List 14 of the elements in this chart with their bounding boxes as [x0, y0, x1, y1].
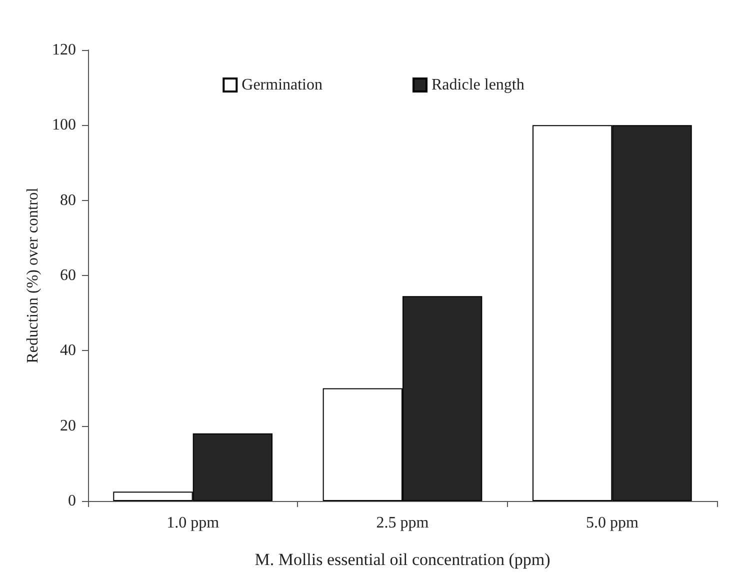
y-tick-label: 80	[60, 192, 76, 209]
y-axis-title: Reduction (%) over control	[24, 187, 42, 364]
y-tick-label: 40	[60, 342, 76, 360]
legend-label: Radicle length	[432, 76, 524, 94]
y-tick-label: 100	[52, 116, 76, 134]
y-tick-label: 20	[60, 417, 76, 434]
x-tick-label: 5.0 ppm	[586, 514, 639, 532]
y-tick-label: 0	[68, 492, 76, 510]
x-tick-label: 1.0 ppm	[166, 514, 220, 532]
y-tick-label: 60	[60, 267, 76, 284]
x-tick-label: 2.5 ppm	[376, 514, 430, 532]
y-tick-label: 120	[52, 42, 76, 58]
x-axis-title: M. Mollis essential oil concentration (ppm)	[254, 550, 550, 569]
legend-label: Germination	[242, 76, 323, 94]
